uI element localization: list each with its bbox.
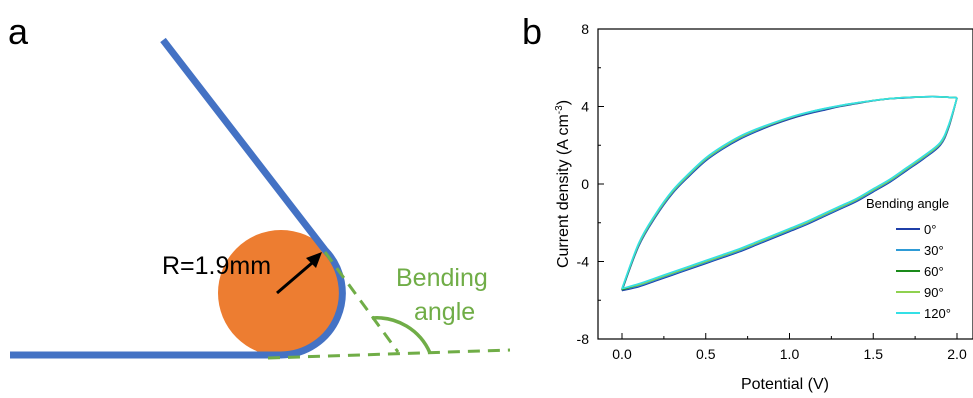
axis-ticks: 0.0 0.5 1.0 1.5 2.0 -8 -4 0 4 8 bbox=[577, 21, 967, 362]
legend-title: Bending angle bbox=[866, 196, 949, 211]
cv-curves bbox=[621, 95, 958, 292]
y-tick-label: 4 bbox=[581, 99, 589, 115]
series-3-cathodic-line bbox=[621, 97, 958, 290]
y-axis-label: Current density (A cm-3) bbox=[554, 100, 572, 268]
bending-angle-label-2: angle bbox=[414, 298, 475, 326]
radius-label: R=1.9mm bbox=[162, 252, 271, 280]
panel-b: b 0.0 0.5 1.0 1.5 2.0 -8 -4 0 4 8 Potential (V) C… bbox=[522, 11, 973, 393]
x-axis-label: Potential (V) bbox=[741, 376, 829, 393]
series-3-anodic-line bbox=[621, 95, 958, 289]
bending-angle-label-1: Bending bbox=[396, 264, 488, 292]
series-4-anodic-line bbox=[621, 95, 958, 289]
tangent-dashed-line bbox=[323, 251, 400, 353]
y-tick-label: -8 bbox=[577, 331, 590, 347]
cv-plot: 0.0 0.5 1.0 1.5 2.0 -8 -4 0 4 8 Potential (V) Cur… bbox=[554, 21, 973, 393]
y-axis-label-sup: -3 bbox=[554, 105, 565, 114]
x-tick-label: 0.0 bbox=[612, 346, 632, 362]
panel-label-b: b bbox=[522, 11, 542, 52]
y-axis-label-close: ) bbox=[555, 100, 572, 105]
series-0-cathodic-line bbox=[621, 97, 958, 292]
bent-substrate bbox=[10, 37, 346, 359]
legend: Bending angle 0° 30° 60° 90° 120° bbox=[866, 196, 951, 321]
horizontal-dashed-line bbox=[267, 348, 511, 360]
series-1-anodic-line bbox=[621, 95, 958, 290]
legend-label-3: 90° bbox=[924, 285, 944, 300]
x-tick-label: 1.5 bbox=[864, 346, 884, 362]
legend-label-1: 30° bbox=[924, 243, 944, 258]
y-axis-label-main: Current density (A cm bbox=[555, 114, 572, 268]
legend-label-4: 120° bbox=[924, 306, 951, 321]
x-tick-label: 1.0 bbox=[780, 346, 800, 362]
x-tick-label: 0.5 bbox=[696, 346, 716, 362]
y-tick-label: 8 bbox=[581, 21, 589, 37]
radius-arrow-head bbox=[306, 252, 322, 268]
radius-arrow-line bbox=[276, 261, 313, 295]
legend-label-2: 60° bbox=[924, 264, 944, 279]
legend-label-0: 0° bbox=[924, 222, 936, 237]
y-tick-label: 0 bbox=[581, 176, 589, 192]
series-1-cathodic-line bbox=[621, 97, 958, 291]
x-tick-label: 2.0 bbox=[947, 346, 967, 362]
series-4-cathodic-line bbox=[621, 97, 958, 290]
bending-angle-arc bbox=[371, 316, 432, 354]
panel-label-a: a bbox=[8, 11, 29, 52]
panel-a: a R=1.9mm Bending angle bbox=[8, 11, 511, 360]
y-tick-label: -4 bbox=[577, 254, 590, 270]
